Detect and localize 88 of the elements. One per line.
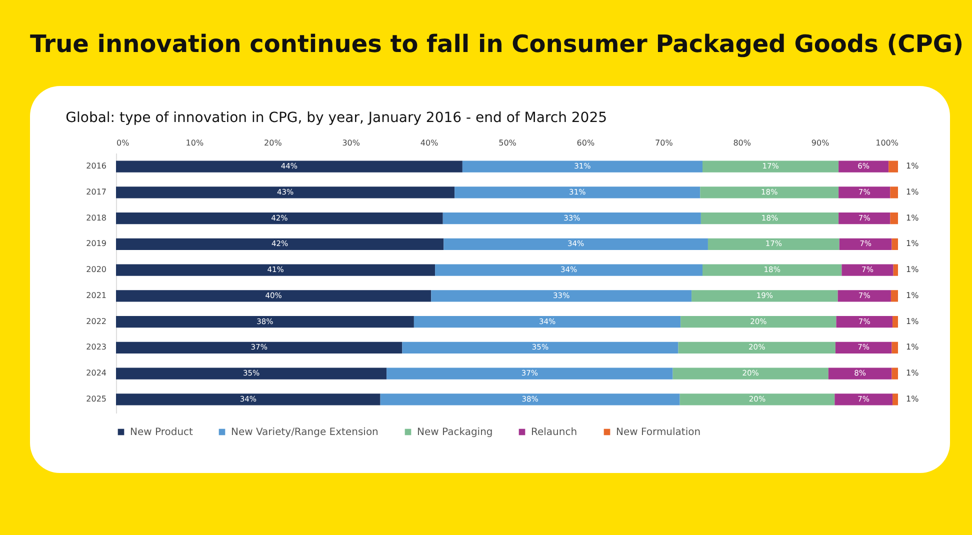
y-tick-label: 2023 [86,342,106,352]
x-tick-label: 60% [576,138,595,148]
bar [116,316,414,328]
y-tick-label: 2025 [86,394,106,404]
data-label: 1% [906,162,920,171]
bar [890,212,898,224]
data-label: 1% [906,290,920,300]
x-tick-label: 90% [811,138,830,148]
data-label: 1% [906,239,920,248]
data-label: 1% [906,265,920,274]
y-tick-label: 2022 [86,316,106,326]
bar [116,186,455,198]
bar [892,316,898,328]
data-label: 1% [906,342,920,352]
y-tick-label: 2017 [86,187,106,196]
bar [116,238,444,250]
bar [116,160,462,172]
bar [700,212,839,224]
bar [116,342,402,354]
bar [462,160,702,172]
bar [116,368,387,380]
bar [444,238,708,250]
legend-label: New Product [130,427,194,438]
bar [402,342,678,354]
bar [893,264,898,276]
y-tick-label: 2020 [86,265,106,274]
bar [435,264,702,276]
bar [839,238,892,250]
bar [892,394,898,406]
bar [835,342,892,354]
bar [116,290,432,302]
bar [708,238,840,250]
bar [431,290,692,302]
bar [414,316,681,328]
x-tick-label: 80% [733,138,752,148]
x-tick-label: 0% [116,138,130,148]
bar [702,160,839,172]
bar [680,394,835,406]
x-tick-label: 50% [498,138,517,148]
x-tick-label: 70% [655,138,674,148]
y-tick-label: 2021 [86,290,106,300]
data-label: 1% [906,316,920,326]
bar [836,316,893,328]
bar [888,160,898,172]
data-label: 1% [906,394,920,404]
bar [892,238,898,250]
x-tick-label: 10% [186,138,204,148]
x-tick-label: 40% [420,138,439,148]
data-label: 1% [906,368,920,378]
bar [116,394,380,406]
bar [838,290,891,302]
y-tick-label: 2016 [86,162,106,171]
bar [838,212,890,224]
bar [890,186,898,198]
bar [386,368,673,380]
bar [116,264,436,276]
bar [442,212,701,224]
bar [454,186,700,198]
legend-label: Relaunch [531,427,578,438]
bar [834,394,893,406]
bar [678,342,836,354]
bar [838,186,890,198]
chart-subtitle: Global: type of innovation in CPG, by year, January 2016 - end of March 2025 [66,110,608,126]
chart-title: True innovation continues to fall in Consumer Packaged Goods (CPG) [30,30,964,58]
y-tick-label: 2018 [86,213,106,222]
x-tick-label: 20% [264,138,282,148]
bar [700,186,839,198]
bar [702,264,842,276]
data-label: 1% [906,187,920,196]
bar [380,394,680,406]
bar [892,368,898,380]
bar [692,290,838,302]
bar [680,316,836,328]
bar [828,368,892,380]
bar [890,290,898,302]
bar [842,264,894,276]
legend-label: New Variety/Range Extension [231,427,378,438]
x-tick-label: 100% [876,138,899,148]
legend-label: New Packaging [417,427,493,438]
bar [838,160,889,172]
bar [672,368,828,380]
data-label: 1% [906,213,920,222]
y-tick-label: 2019 [86,239,106,248]
bar [892,342,898,354]
y-tick-label: 2024 [86,368,106,378]
bar [116,212,443,224]
legend-label: New Formulation [616,427,701,438]
x-tick-label: 30% [342,138,360,148]
